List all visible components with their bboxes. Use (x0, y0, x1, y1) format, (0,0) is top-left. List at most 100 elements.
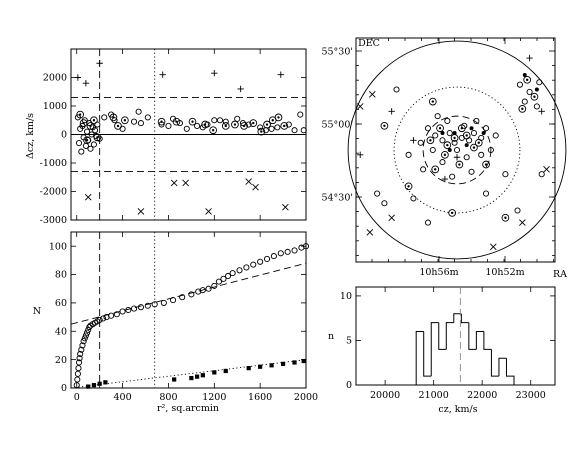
data-point (516, 81, 523, 88)
data-point (381, 200, 388, 207)
data-point-ring (231, 120, 239, 129)
data-point (538, 171, 545, 178)
x-tick-label: 21000 (419, 390, 449, 401)
data-point (125, 306, 132, 314)
data-point (74, 114, 81, 121)
data-point (170, 179, 178, 187)
data-point (258, 364, 263, 369)
data-point (169, 297, 177, 304)
data-point (374, 190, 381, 197)
data-point-ring (482, 160, 490, 169)
data-point (100, 315, 107, 322)
data-point-ring (431, 165, 440, 174)
data-point (280, 122, 289, 130)
data-point (428, 97, 437, 106)
data-point-ring (121, 116, 129, 125)
y-tick-label: 100 (49, 241, 67, 252)
x-tick-label: 400 (114, 392, 132, 403)
data-point (489, 243, 497, 251)
data-point (426, 136, 435, 145)
y-tick-label: 10 (340, 291, 352, 302)
data-point-ring (76, 110, 85, 119)
data-point-center (533, 95, 536, 98)
data-point (282, 203, 289, 211)
data-point (257, 124, 264, 131)
data-point (160, 299, 167, 306)
data-point (269, 363, 274, 368)
data-point (151, 301, 158, 308)
data-point (250, 261, 257, 268)
data-point (521, 98, 528, 105)
data-point-center (92, 119, 96, 122)
data-point (199, 124, 206, 131)
data-point (518, 105, 527, 113)
radius-circle (393, 86, 521, 214)
data-point-center (484, 163, 488, 166)
y-tick-label: 54°30' (321, 193, 353, 204)
cumulative-count-frame (70, 231, 307, 389)
x-tick-label: 1600 (248, 392, 272, 403)
data-point (137, 208, 145, 215)
velocity-histogram-xlabel: cz, km/s (438, 404, 477, 415)
data-point (368, 91, 376, 98)
data-point (159, 71, 166, 78)
data-point (441, 150, 449, 159)
data-point (103, 380, 108, 385)
sky-map-panel: DEC RA 55°30' 55°00' 54°30' 10h56m 10h52m (321, 37, 567, 280)
data-point-center (453, 136, 456, 140)
velocity-histogram-frame (355, 286, 556, 386)
data-point (92, 127, 99, 134)
data-point (224, 272, 232, 280)
data-point-ring (280, 122, 289, 130)
data-point (356, 103, 364, 110)
data-point-center (112, 116, 115, 119)
data-point-ring (455, 160, 464, 169)
data-point (121, 116, 129, 125)
data-point-ring (441, 150, 449, 159)
data-point (443, 141, 452, 150)
data-point (216, 117, 224, 124)
histogram-bar (460, 313, 469, 324)
data-point (229, 270, 236, 277)
data-point (441, 175, 449, 183)
data-point (189, 375, 194, 381)
data-point (77, 350, 84, 358)
data-point (137, 304, 144, 311)
cumulative-count-panel: N r², sq.arcmin 0 20 40 60 80 100 0 400 800 1200 1… (33, 231, 318, 414)
data-point (263, 120, 271, 129)
sky-map-xlabel: RA (553, 269, 567, 280)
data-point (108, 111, 115, 118)
data-point (436, 124, 444, 133)
y-tick-label: -3000 (40, 215, 67, 226)
data-point (135, 108, 142, 115)
data-point (188, 291, 195, 298)
data-point-center (283, 124, 286, 128)
y-tick-label: -2000 (40, 187, 67, 198)
data-point (220, 275, 227, 282)
data-point (221, 122, 230, 130)
data-point (268, 125, 275, 132)
data-point-center (96, 136, 99, 139)
data-point-center (78, 113, 82, 116)
histogram-bar (475, 331, 484, 350)
data-point-center (252, 121, 255, 125)
data-point (501, 213, 510, 222)
data-point (470, 143, 478, 152)
data-point (82, 80, 90, 87)
data-point (211, 70, 218, 77)
data-point (79, 342, 86, 349)
data-point-center (123, 119, 127, 122)
data-point (514, 207, 521, 214)
data-point-ring (79, 119, 88, 127)
y-tick-label: 80 (55, 270, 67, 281)
data-point-center (191, 120, 194, 123)
data-point (257, 258, 264, 265)
data-point (245, 121, 252, 128)
data-point-ring (86, 122, 95, 130)
data-point (393, 86, 400, 93)
data-point-center (477, 141, 480, 144)
data-point (432, 132, 439, 139)
data-point-center (211, 129, 215, 132)
data-point (119, 308, 126, 315)
data-point (73, 382, 80, 389)
